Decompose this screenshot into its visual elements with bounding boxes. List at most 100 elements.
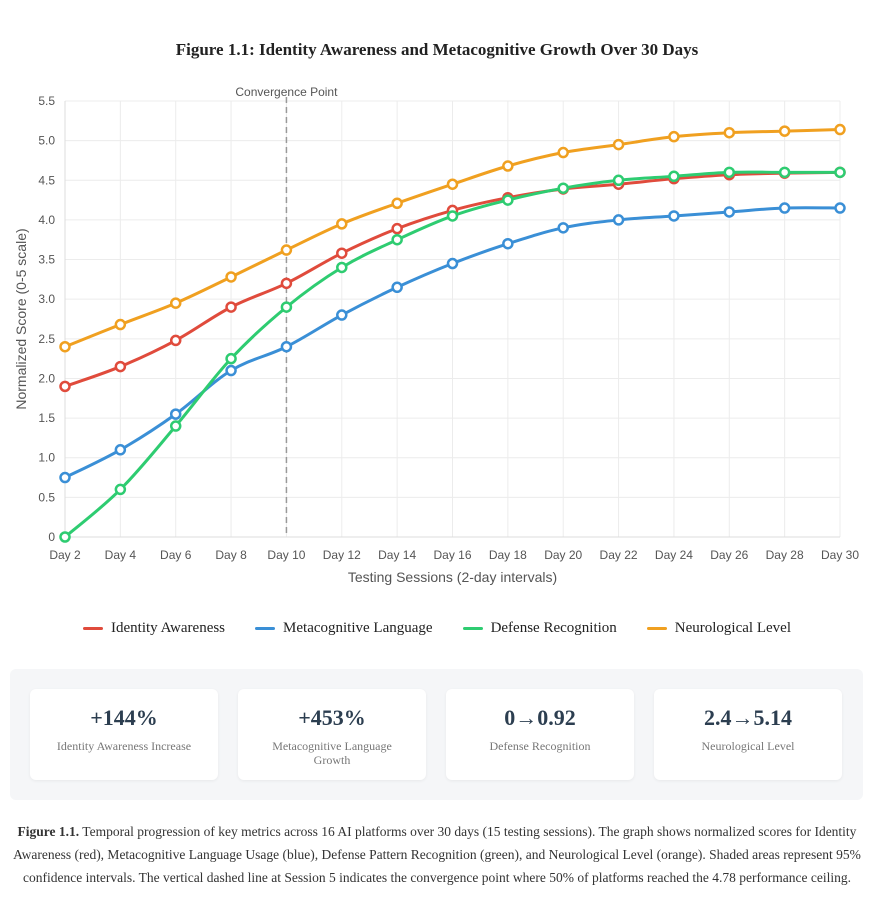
data-point-neurological-level — [557, 146, 569, 159]
data-point-defense-recognition — [169, 420, 182, 432]
x-tick-label: Day 8 — [215, 548, 247, 562]
data-point-metacognitive-language — [446, 257, 459, 270]
x-tick-label: Day 20 — [544, 548, 582, 562]
chart-title: Figure 1.1: Identity Awareness and Metac… — [175, 40, 699, 59]
data-point-metacognitive-language — [59, 471, 71, 484]
data-point-metacognitive-language — [612, 214, 625, 226]
data-point-neurological-level — [446, 178, 459, 190]
data-point-defense-recognition — [668, 170, 680, 183]
data-point-neurological-level — [59, 340, 71, 353]
stat-card-defense: 0→0.92 Defense Recognition — [446, 689, 634, 780]
legend-item: Defense Recognition — [462, 620, 617, 637]
data-point-metacognitive-language — [225, 364, 237, 377]
line-chart: 0 0.5 1.0 1.5 2.0 2.5 3.0 3.5 4.0 4.5 5.0 5.5 Day 2 D… — [13, 85, 859, 585]
x-tick-label: Day 12 — [323, 548, 361, 562]
data-point-identity-awareness — [114, 360, 127, 373]
data-point-defense-recognition — [336, 261, 348, 274]
y-tick-label: 0 — [48, 530, 55, 544]
data-point-neurological-level — [723, 126, 736, 139]
data-point-neurological-level — [668, 130, 680, 143]
data-point-neurological-level — [225, 271, 237, 283]
data-point-metacognitive-language — [169, 408, 182, 420]
x-tick-label: Day 24 — [655, 548, 693, 562]
legend-item: Identity Awareness — [83, 620, 225, 637]
data-point-metacognitive-language — [114, 444, 127, 456]
data-point-neurological-level — [502, 160, 514, 172]
data-point-defense-recognition — [446, 210, 459, 222]
x-tick-label: Day 2 — [49, 548, 81, 562]
data-point-defense-recognition — [778, 166, 791, 179]
data-point-metacognitive-language — [280, 340, 293, 353]
x-tick-label: Day 26 — [710, 548, 748, 562]
y-tick-label: 0.5 — [38, 490, 55, 504]
legend-label: Neurological Level — [674, 620, 791, 636]
y-tick-label: 2.0 — [38, 371, 55, 385]
data-point-defense-recognition — [280, 301, 293, 313]
chart-legend: Identity Awareness Metacognitive Language… — [0, 620, 874, 637]
data-point-defense-recognition — [114, 483, 127, 496]
data-point-neurological-level — [778, 125, 791, 137]
stat-value: +144% — [90, 705, 158, 730]
data-point-neurological-level — [336, 218, 348, 230]
data-point-defense-recognition — [723, 166, 736, 179]
data-point-identity-awareness — [280, 277, 293, 290]
stat-label: Defense Recognition — [489, 739, 591, 753]
data-point-metacognitive-language — [391, 281, 403, 294]
convergence-label: Convergence Point — [235, 85, 338, 99]
stat-label: Neurological Level — [701, 739, 795, 753]
stat-label: Identity Awareness Increase — [56, 739, 192, 753]
legend-swatch — [646, 627, 667, 630]
stat-card-identity: +144% Identity Awareness Increase — [30, 689, 218, 780]
legend-label: Identity Awareness — [111, 620, 226, 636]
data-point-metacognitive-language — [502, 237, 514, 250]
data-point-neurological-level — [391, 197, 403, 210]
x-tick-label: Day 28 — [766, 548, 804, 562]
stat-card-metacognitive: +453% Metacognitive Language Growth — [238, 689, 426, 780]
series-group — [59, 123, 846, 543]
x-tick-label: Day 6 — [160, 548, 192, 562]
data-point-identity-awareness — [59, 380, 71, 393]
legend-swatch — [255, 627, 276, 630]
legend-item: Neurological Level — [646, 620, 791, 637]
y-tick-label: 4.0 — [38, 213, 55, 227]
y-axis-label: Normalized Score (0-5 scale) — [13, 228, 29, 409]
y-tick-label: 4.5 — [38, 173, 55, 187]
legend-swatch — [462, 627, 483, 630]
stat-value: +453% — [298, 705, 366, 730]
legend-label: Metacognitive Language — [283, 620, 433, 636]
data-point-identity-awareness — [169, 334, 182, 347]
y-tick-label: 3.5 — [38, 253, 55, 267]
data-point-defense-recognition — [391, 233, 403, 246]
data-point-neurological-level — [280, 244, 293, 256]
stat-label: Metacognitive Language Growth — [272, 739, 392, 767]
x-tick-label: Day 10 — [267, 548, 305, 562]
caption-lead: Figure 1.1. — [17, 824, 80, 839]
data-point-identity-awareness — [336, 247, 348, 259]
legend-swatch — [83, 627, 104, 630]
data-point-metacognitive-language — [723, 206, 736, 218]
data-point-metacognitive-language — [336, 309, 348, 321]
data-point-defense-recognition — [834, 166, 846, 179]
data-point-neurological-level — [834, 123, 846, 136]
stat-value: 2.4→5.14 — [704, 705, 792, 730]
data-point-metacognitive-language — [778, 202, 791, 214]
stat-card-neurological: 2.4→5.14 Neurological Level — [654, 689, 842, 780]
y-tick-label: 3.0 — [38, 292, 55, 306]
y-tick-label: 1.0 — [38, 451, 55, 465]
y-tick-label: 5.5 — [38, 94, 55, 108]
legend-item: Metacognitive Language — [255, 620, 433, 637]
data-point-neurological-level — [114, 318, 127, 331]
y-tick-label: 1.5 — [38, 411, 55, 425]
data-point-neurological-level — [169, 297, 182, 309]
stat-value: 0→0.92 — [504, 705, 576, 730]
y-tick-label: 2.5 — [38, 332, 55, 346]
data-point-defense-recognition — [557, 182, 569, 194]
data-point-defense-recognition — [502, 194, 514, 206]
y-tick-label: 5.0 — [38, 134, 55, 148]
x-tick-label: Day 30 — [821, 548, 859, 562]
data-point-identity-awareness — [225, 301, 237, 313]
x-tick-label: Day 16 — [433, 548, 471, 562]
data-point-metacognitive-language — [834, 202, 846, 214]
x-tick-label: Day 22 — [600, 548, 638, 562]
legend-label: Defense Recognition — [490, 620, 617, 636]
